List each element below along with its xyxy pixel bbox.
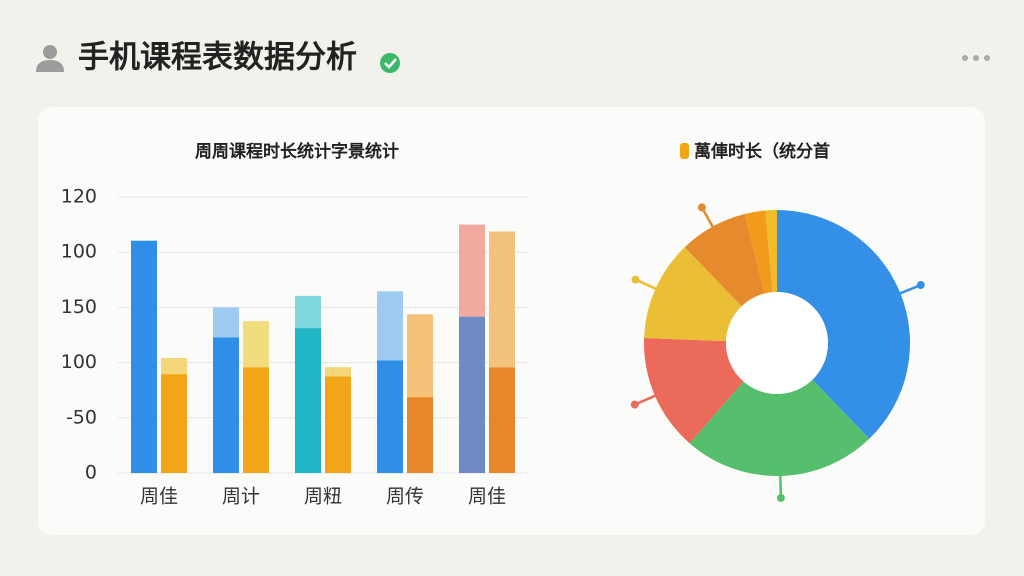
leader-line xyxy=(888,283,922,299)
y-tick-label: 100 xyxy=(61,241,97,263)
bar-segment xyxy=(377,291,403,361)
leader-dot xyxy=(630,400,639,409)
bar-segment xyxy=(131,240,157,473)
leader-dot xyxy=(631,275,640,284)
y-tick-label: -50 xyxy=(66,406,97,428)
pie-slice xyxy=(744,210,773,294)
bar-segment xyxy=(325,367,351,377)
bar-segment xyxy=(489,231,515,368)
bar-segment xyxy=(377,360,403,473)
legend-marker xyxy=(680,143,689,159)
donut-hole xyxy=(726,292,828,394)
verified-badge xyxy=(380,53,400,73)
user-icon xyxy=(36,45,64,72)
x-tick-label: 周佳 xyxy=(468,486,506,508)
y-tick-label: 100 xyxy=(61,351,97,373)
bar-segment xyxy=(459,316,485,473)
bar-segment xyxy=(459,224,485,317)
bar-segment xyxy=(243,367,269,473)
x-tick-label: 周粈 xyxy=(304,486,342,508)
bar-segment xyxy=(243,321,269,368)
x-tick-label: 周计 xyxy=(222,486,260,508)
pie-chart-title: 萬俥时长（统分首 xyxy=(694,141,830,162)
bar-segment xyxy=(325,376,351,473)
leader-line xyxy=(700,206,720,238)
leader-dot xyxy=(916,281,925,290)
y-tick-label: 120 xyxy=(61,186,97,208)
leader-dot xyxy=(776,493,785,502)
bar-segment xyxy=(489,367,515,473)
bar-chart-title: 周周课程时长统计字景统计 xyxy=(195,141,399,162)
leader-line xyxy=(635,278,668,295)
pie-slice xyxy=(644,247,742,342)
more-menu[interactable] xyxy=(962,55,990,61)
bar-segment xyxy=(161,374,187,473)
x-tick-label: 周传 xyxy=(386,486,424,508)
leader-line xyxy=(634,389,667,406)
leader-dot xyxy=(697,203,706,212)
bar-segment xyxy=(213,307,239,338)
bar-segment xyxy=(161,358,187,375)
y-tick-label: 0 xyxy=(85,462,97,484)
bar-segment xyxy=(295,295,321,329)
leader-line xyxy=(778,463,783,498)
bar-segment xyxy=(213,337,239,473)
pie-slice xyxy=(765,210,777,293)
bar-segment xyxy=(407,397,433,473)
pie-slice xyxy=(684,213,765,307)
pie-slice xyxy=(777,210,910,439)
bar-segment xyxy=(407,314,433,398)
y-tick-label: 150 xyxy=(61,296,97,318)
bar-segment xyxy=(295,328,321,473)
x-tick-label: 周佳 xyxy=(140,486,178,508)
page-title: 手机课程表数据分析 xyxy=(78,40,357,76)
pie-slice xyxy=(644,337,744,444)
pie-slice xyxy=(689,379,870,476)
